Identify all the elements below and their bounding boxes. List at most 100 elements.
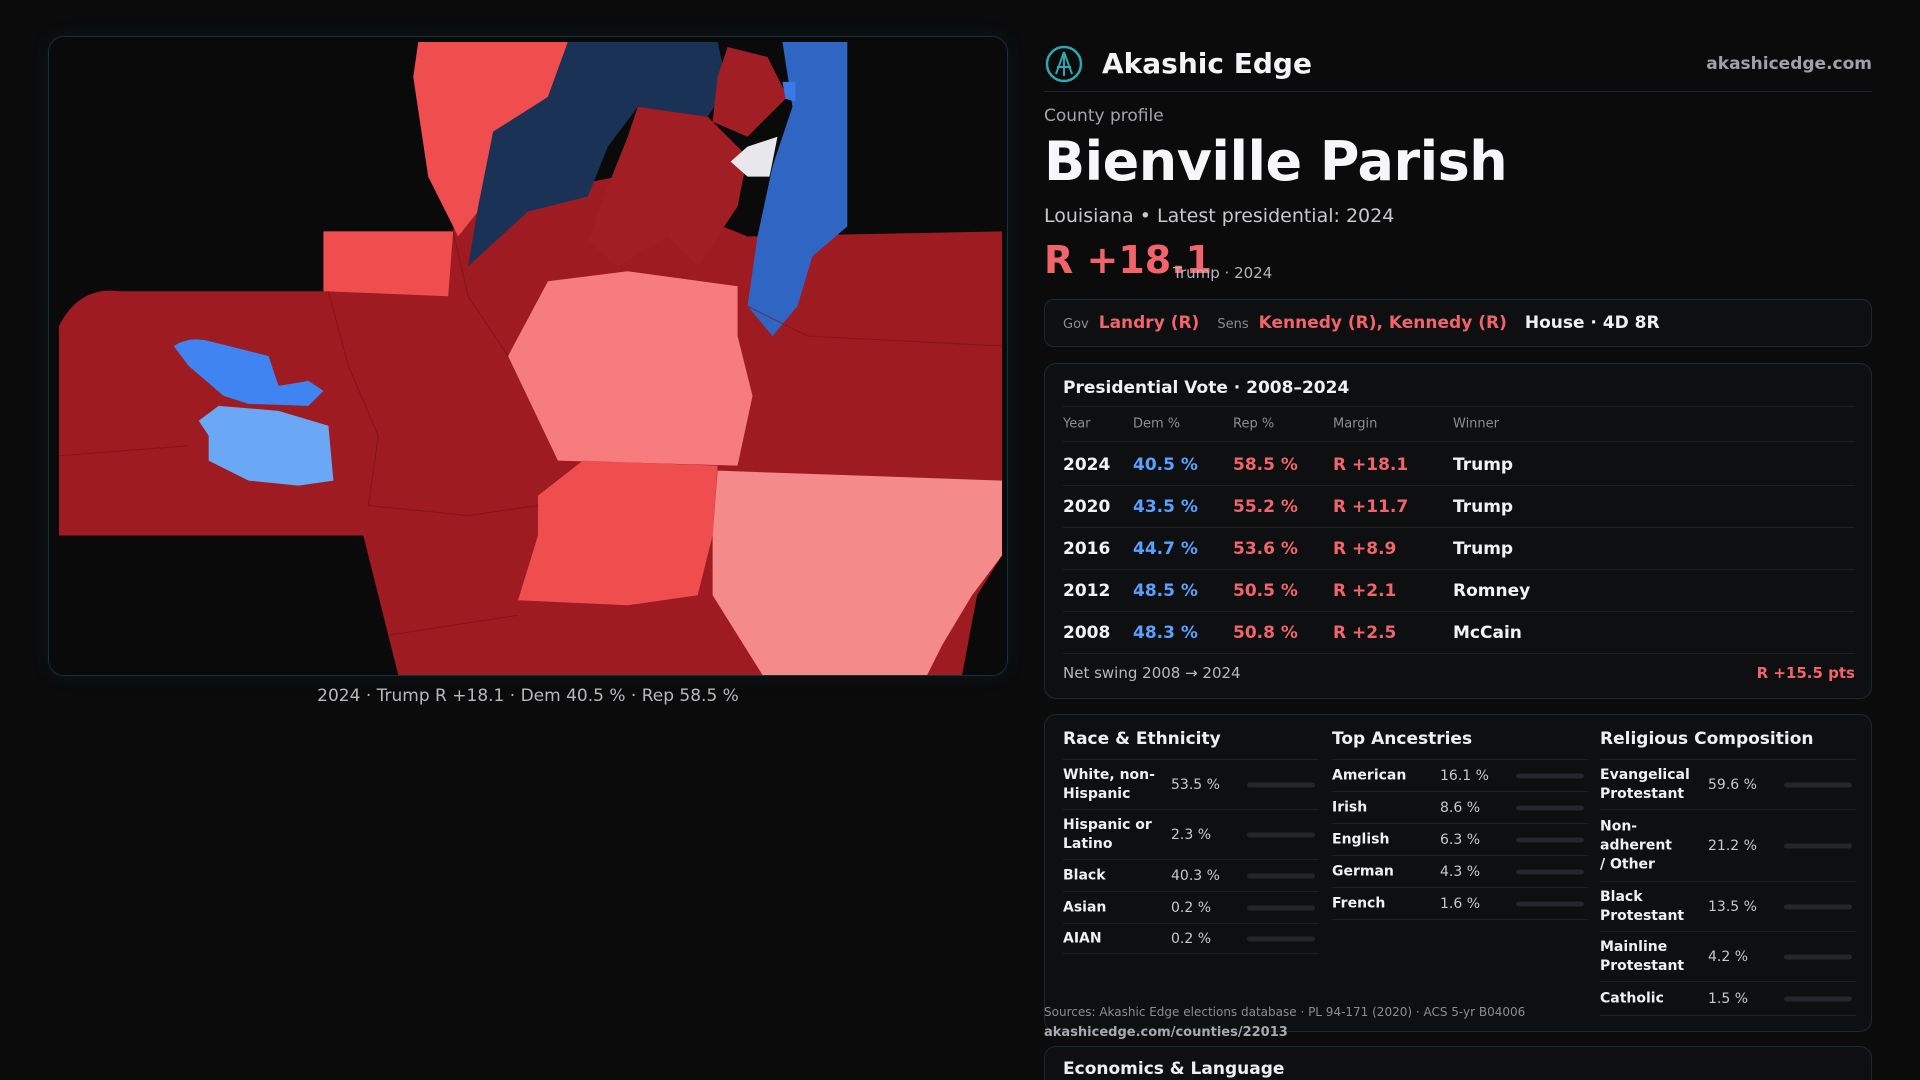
religion-pct: 13.5 %	[1708, 898, 1757, 915]
ancestry-title: Top Ancestries	[1332, 729, 1588, 760]
ancestry-bar	[1516, 773, 1584, 778]
race-pct: 2.3 %	[1171, 826, 1212, 843]
ancestry-label: American	[1332, 767, 1407, 783]
precinct[interactable]	[173, 339, 324, 406]
row-margin: R +2.1	[1333, 580, 1397, 601]
list-item: English 6.3 %	[1332, 824, 1588, 856]
table-header: Year Dem % Rep % Margin Winner	[1063, 406, 1855, 442]
race-label: AIAN	[1063, 930, 1102, 946]
ancestry-bar	[1516, 869, 1584, 874]
precinct[interactable]	[712, 46, 788, 137]
row-rep: 50.8 %	[1233, 622, 1298, 643]
list-item: White, non-Hispanic 53.5 %	[1063, 760, 1319, 810]
row-dem: 44.7 %	[1133, 538, 1198, 559]
race-bar	[1247, 905, 1315, 910]
religion-label: Catholic	[1600, 990, 1664, 1006]
list-item: French 1.6 %	[1332, 888, 1588, 920]
county-map[interactable]	[48, 36, 1008, 676]
ancestry-column: Top Ancestries American 16.1 % Irish 8.6…	[1332, 729, 1588, 920]
row-winner: Trump	[1453, 538, 1514, 559]
row-winner: McCain	[1453, 622, 1522, 643]
precinct[interactable]	[782, 81, 796, 102]
row-winner: Trump	[1453, 454, 1514, 475]
table-row: 2016 44.7 % 53.6 % R +8.9 Trump	[1063, 528, 1855, 570]
site-link[interactable]: akashicedge.com	[1706, 53, 1872, 74]
ancestry-label: English	[1332, 831, 1390, 847]
page-title: Bienville Parish	[1044, 130, 1508, 193]
religion-bar	[1784, 954, 1852, 959]
headline-margin: R +18.1	[1044, 238, 1213, 282]
list-item: Irish 8.6 %	[1332, 792, 1588, 824]
precinct-map-svg	[49, 37, 1007, 675]
precinct[interactable]	[712, 470, 1003, 675]
row-rep: 55.2 %	[1233, 496, 1298, 517]
race-label: Asian	[1063, 899, 1107, 915]
row-margin: R +2.5	[1333, 622, 1397, 643]
swing-value: R +15.5 pts	[1756, 664, 1855, 682]
ancestry-bar	[1516, 805, 1584, 810]
ancestry-bar	[1516, 837, 1584, 842]
list-item: German 4.3 %	[1332, 856, 1588, 888]
list-item: Non-adherent / Other 21.2 %	[1600, 810, 1856, 882]
ancestry-pct: 16.1 %	[1440, 767, 1489, 784]
app-header: Akashic Edge akashicedge.com	[1044, 36, 1872, 92]
religion-pct: 59.6 %	[1708, 776, 1757, 793]
economics-title: Economics & Language	[1063, 1059, 1285, 1079]
gov-label: Gov	[1063, 317, 1089, 332]
sources-note: Sources: Akashic Edge elections database…	[1044, 1005, 1526, 1019]
row-winner: Trump	[1453, 496, 1514, 517]
row-rep: 53.6 %	[1233, 538, 1298, 559]
precinct[interactable]	[518, 460, 718, 606]
economics-card: Economics & Language	[1044, 1046, 1872, 1080]
precinct-borders	[58, 231, 1003, 636]
header-year: Year	[1063, 416, 1091, 432]
precinct[interactable]	[468, 41, 728, 267]
net-swing: Net swing 2008 → 2024 R +15.5 pts	[1063, 664, 1855, 682]
governor-value: Landry (R)	[1098, 313, 1200, 333]
precinct[interactable]	[413, 41, 568, 237]
header-winner: Winner	[1453, 416, 1500, 432]
list-item: Catholic 1.5 %	[1600, 982, 1856, 1016]
ancestry-label: German	[1332, 863, 1394, 879]
row-year: 2016	[1063, 538, 1111, 559]
religion-pct: 21.2 %	[1708, 837, 1757, 854]
religion-label: Non-adherent / Other	[1600, 818, 1672, 872]
religion-bar	[1784, 843, 1852, 848]
row-winner: Romney	[1453, 580, 1531, 601]
list-item: Asian 0.2 %	[1063, 892, 1319, 924]
profile-eyebrow: County profile	[1044, 106, 1164, 126]
religion-title: Religious Composition	[1600, 729, 1856, 760]
table-row: 2008 48.3 % 50.8 % R +2.5 McCain	[1063, 612, 1855, 654]
list-item: American 16.1 %	[1332, 760, 1588, 792]
religion-bar	[1784, 996, 1852, 1001]
ancestry-pct: 4.3 %	[1440, 863, 1481, 880]
officials-bar: Gov Landry (R) Sens Kennedy (R), Kennedy…	[1044, 299, 1872, 347]
table-row: 2012 48.5 % 50.5 % R +2.1 Romney	[1063, 570, 1855, 612]
religion-label: Evangelical Protestant	[1600, 766, 1690, 802]
ancestry-pct: 6.3 %	[1440, 831, 1481, 848]
precinct[interactable]	[587, 106, 748, 267]
row-margin: R +18.1	[1333, 454, 1409, 475]
sens-label: Sens	[1217, 317, 1249, 332]
table-row: 2024 40.5 % 58.5 % R +18.1 Trump	[1063, 444, 1855, 486]
precinct[interactable]	[730, 136, 778, 177]
ancestry-label: Irish	[1332, 799, 1368, 815]
precinct[interactable]	[323, 231, 454, 297]
list-item: Black Protestant 13.5 %	[1600, 882, 1856, 932]
precinct[interactable]	[747, 41, 848, 337]
precinct[interactable]	[508, 271, 753, 466]
row-rep: 50.5 %	[1233, 580, 1298, 601]
sources-url[interactable]: akashicedge.com/counties/22013	[1044, 1025, 1288, 1040]
headline-margin-note: Trump · 2024	[1173, 264, 1273, 282]
row-year: 2012	[1063, 580, 1111, 601]
row-year: 2008	[1063, 622, 1111, 643]
race-pct: 53.5 %	[1171, 776, 1220, 793]
precinct[interactable]	[198, 405, 334, 486]
row-dem: 48.5 %	[1133, 580, 1198, 601]
religion-pct: 4.2 %	[1708, 948, 1749, 965]
map-caption: 2024 · Trump R +18.1 · Dem 40.5 % · Rep …	[317, 686, 739, 706]
row-dem: 40.5 %	[1133, 454, 1198, 475]
brand-name: Akashic Edge	[1102, 47, 1312, 80]
race-bar	[1247, 782, 1315, 787]
ancestry-label: French	[1332, 895, 1386, 911]
